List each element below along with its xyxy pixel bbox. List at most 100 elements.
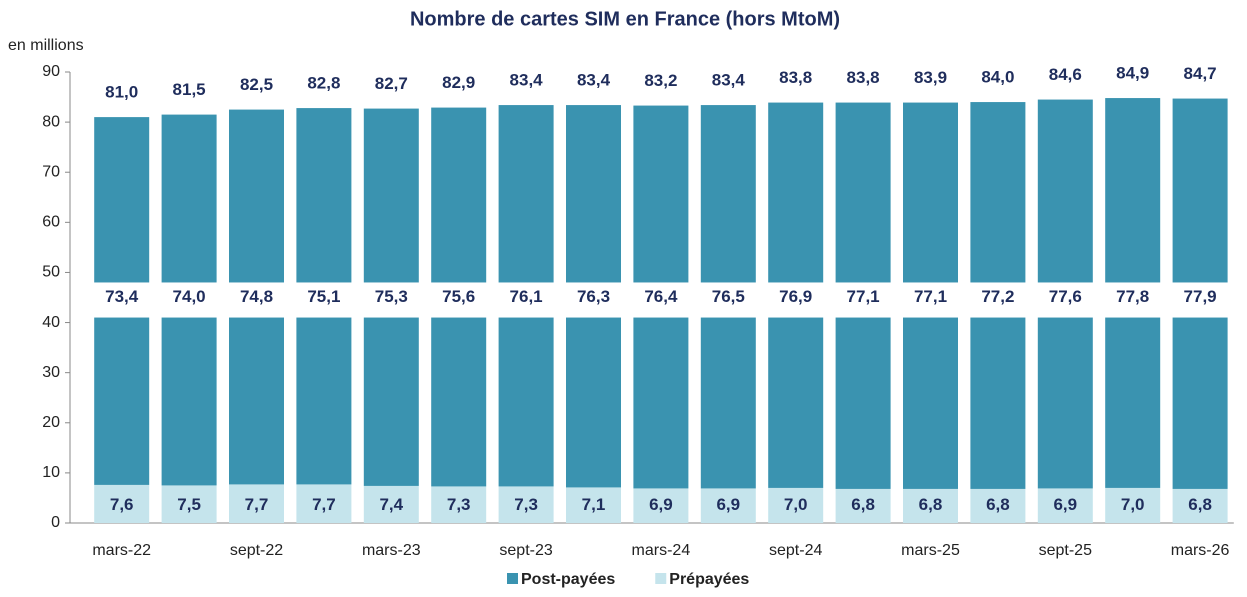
data-label: 74,8 bbox=[240, 287, 273, 306]
axis-break bbox=[767, 282, 825, 318]
legend-swatch bbox=[655, 573, 667, 584]
data-label: 77,1 bbox=[847, 287, 880, 306]
data-label: 7,0 bbox=[1121, 495, 1145, 514]
axis-break bbox=[93, 282, 151, 318]
data-label: 7,0 bbox=[784, 495, 808, 514]
total-label: 82,9 bbox=[442, 73, 475, 92]
data-label: 7,3 bbox=[514, 495, 538, 514]
data-label: 76,5 bbox=[712, 287, 745, 306]
data-label: 77,6 bbox=[1049, 287, 1082, 306]
x-tick-label: sept-23 bbox=[499, 542, 552, 559]
y-tick-label: 90 bbox=[42, 63, 60, 80]
axis-break bbox=[699, 282, 757, 318]
y-tick-label: 40 bbox=[42, 314, 60, 331]
axis-break bbox=[1104, 282, 1162, 318]
axis-break bbox=[497, 282, 555, 318]
y-tick-label: 30 bbox=[42, 364, 60, 381]
data-label: 74,0 bbox=[173, 287, 206, 306]
bar-segment bbox=[970, 488, 1026, 523]
bar-segment bbox=[229, 484, 284, 523]
data-label: 7,4 bbox=[379, 495, 403, 514]
data-label: 7,7 bbox=[312, 495, 336, 514]
bar-segment bbox=[1037, 488, 1093, 523]
y-tick-label: 60 bbox=[42, 214, 60, 231]
bar-segment bbox=[1172, 488, 1228, 523]
data-label: 77,2 bbox=[981, 287, 1014, 306]
axis-break bbox=[1036, 282, 1094, 318]
x-tick-label: sept-24 bbox=[769, 542, 822, 559]
axis-break bbox=[565, 282, 622, 318]
data-label: 77,1 bbox=[914, 287, 947, 306]
data-label: 6,9 bbox=[716, 495, 740, 514]
total-label: 82,8 bbox=[307, 74, 340, 93]
axis-break bbox=[1171, 282, 1229, 318]
axis-break bbox=[632, 282, 690, 318]
total-label: 82,5 bbox=[240, 75, 273, 94]
data-label: 75,1 bbox=[307, 287, 340, 306]
total-label: 83,2 bbox=[644, 71, 677, 90]
data-label: 7,3 bbox=[447, 495, 471, 514]
bar-segment bbox=[94, 484, 150, 523]
data-label: 77,9 bbox=[1184, 287, 1217, 306]
bar-segment bbox=[363, 485, 419, 523]
axis-break bbox=[362, 282, 420, 318]
total-label: 83,4 bbox=[510, 71, 544, 90]
total-label: 83,4 bbox=[712, 71, 746, 90]
bar-segment bbox=[161, 485, 217, 523]
legend-label: Post-payées bbox=[521, 571, 615, 588]
x-tick-label: sept-25 bbox=[1039, 542, 1092, 559]
data-label: 6,9 bbox=[649, 495, 673, 514]
axis-break bbox=[834, 282, 892, 318]
axis-break bbox=[295, 282, 353, 318]
total-label: 82,7 bbox=[375, 74, 408, 93]
total-label: 83,9 bbox=[914, 68, 947, 87]
total-label: 83,8 bbox=[779, 68, 812, 87]
y-tick-label: 50 bbox=[42, 264, 60, 281]
data-label: 76,9 bbox=[779, 287, 812, 306]
bar-segment bbox=[498, 486, 554, 523]
bar-segment bbox=[903, 488, 958, 523]
data-label: 6,8 bbox=[851, 495, 875, 514]
axis-break bbox=[969, 282, 1027, 318]
total-label: 84,6 bbox=[1049, 65, 1082, 84]
y-tick-label: 70 bbox=[42, 163, 60, 180]
total-label: 84,7 bbox=[1184, 64, 1217, 83]
bar-segment bbox=[700, 488, 756, 523]
axis-break bbox=[160, 282, 218, 318]
x-tick-label: mars-26 bbox=[1171, 542, 1230, 559]
axis-break bbox=[228, 282, 285, 318]
x-tick-label: mars-22 bbox=[92, 542, 151, 559]
bar-segment bbox=[296, 484, 352, 523]
total-label: 84,0 bbox=[981, 68, 1014, 87]
data-label: 6,9 bbox=[1053, 495, 1077, 514]
bar-segment bbox=[431, 486, 487, 523]
axis-break bbox=[902, 282, 959, 318]
x-tick-label: mars-23 bbox=[362, 542, 421, 559]
x-tick-label: mars-24 bbox=[632, 542, 691, 559]
data-label: 75,3 bbox=[375, 287, 408, 306]
y-tick-label: 80 bbox=[42, 113, 60, 130]
y-tick-label: 20 bbox=[42, 414, 60, 431]
data-label: 73,4 bbox=[105, 287, 139, 306]
data-label: 76,3 bbox=[577, 287, 610, 306]
bar-segment bbox=[1105, 487, 1161, 523]
y-tick-label: 0 bbox=[51, 514, 60, 531]
data-label: 76,4 bbox=[644, 287, 678, 306]
total-label: 83,4 bbox=[577, 71, 611, 90]
data-label: 7,6 bbox=[110, 495, 134, 514]
axis-break bbox=[430, 282, 488, 318]
data-label: 7,7 bbox=[245, 495, 269, 514]
data-label: 7,1 bbox=[582, 495, 606, 514]
data-label: 75,6 bbox=[442, 287, 475, 306]
data-label: 76,1 bbox=[510, 287, 543, 306]
total-label: 81,0 bbox=[105, 83, 138, 102]
bar-segment bbox=[566, 487, 621, 523]
legend-swatch bbox=[507, 573, 518, 584]
y-tick-label: 10 bbox=[42, 464, 60, 481]
data-label: 6,8 bbox=[1188, 495, 1212, 514]
total-label: 84,9 bbox=[1116, 64, 1149, 83]
data-label: 77,8 bbox=[1116, 287, 1149, 306]
x-tick-label: sept-22 bbox=[230, 542, 283, 559]
data-label: 7,5 bbox=[177, 495, 201, 514]
